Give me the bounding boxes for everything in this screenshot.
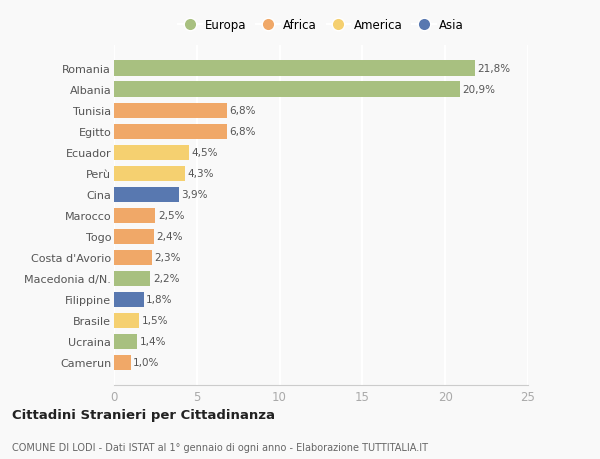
Text: 1,4%: 1,4% [140, 336, 166, 347]
Bar [114, 124, 227, 140]
Bar [114, 313, 139, 328]
Text: 1,8%: 1,8% [146, 295, 173, 305]
Bar [114, 229, 154, 244]
Bar [114, 187, 179, 202]
Text: Cittadini Stranieri per Cittadinanza: Cittadini Stranieri per Cittadinanza [12, 408, 275, 421]
Text: 1,0%: 1,0% [133, 358, 160, 368]
Text: 2,5%: 2,5% [158, 211, 184, 221]
Bar [114, 271, 151, 286]
Text: 3,9%: 3,9% [181, 190, 208, 200]
Bar [114, 166, 185, 181]
Text: 2,2%: 2,2% [153, 274, 179, 284]
Bar [114, 208, 155, 223]
Bar [114, 250, 152, 265]
Text: 4,5%: 4,5% [191, 148, 218, 158]
Bar [114, 334, 137, 349]
Bar [114, 355, 131, 370]
Text: 4,3%: 4,3% [188, 169, 214, 179]
Bar [114, 62, 475, 77]
Legend: Europa, Africa, America, Asia: Europa, Africa, America, Asia [173, 14, 469, 37]
Text: 6,8%: 6,8% [229, 127, 256, 137]
Text: 20,9%: 20,9% [463, 85, 496, 95]
Text: COMUNE DI LODI - Dati ISTAT al 1° gennaio di ogni anno - Elaborazione TUTTITALIA: COMUNE DI LODI - Dati ISTAT al 1° gennai… [12, 442, 428, 452]
Bar [114, 82, 460, 97]
Text: 2,4%: 2,4% [156, 232, 183, 242]
Text: 1,5%: 1,5% [142, 316, 168, 325]
Bar [114, 292, 144, 307]
Bar [114, 103, 227, 118]
Text: 6,8%: 6,8% [229, 106, 256, 116]
Text: 21,8%: 21,8% [478, 64, 511, 74]
Bar [114, 145, 188, 160]
Text: 2,3%: 2,3% [155, 253, 181, 263]
